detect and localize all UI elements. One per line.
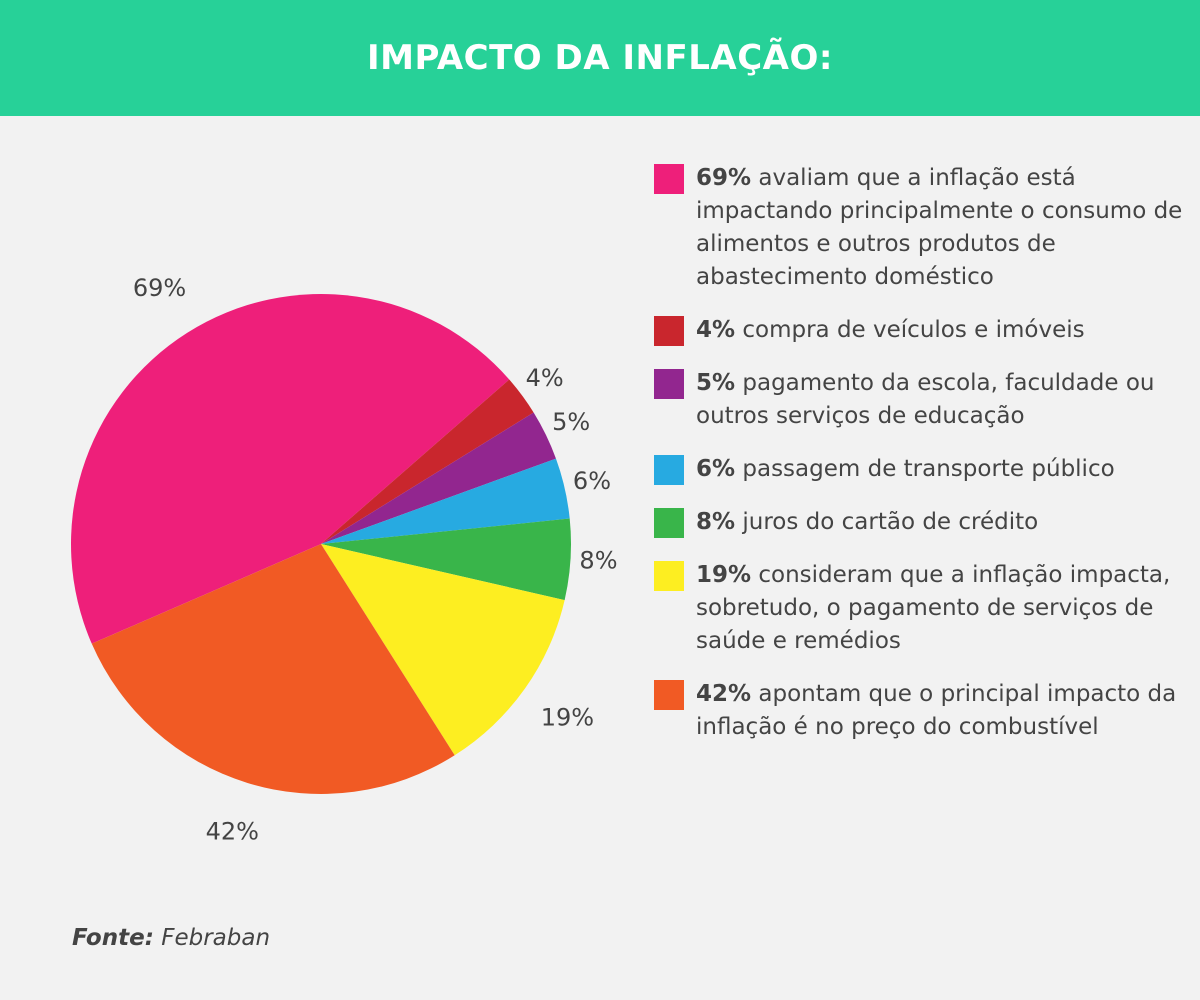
- legend-desc: passagem de transporte público: [735, 456, 1115, 482]
- legend-desc: pagamento da escola, faculdade ou outros…: [696, 370, 1155, 429]
- legend-swatch: [654, 680, 684, 710]
- pie-slice-3: [321, 458, 570, 544]
- legend-swatch: [654, 164, 684, 194]
- legend-item-6: 42% apontam que o principal impacto da i…: [654, 678, 1184, 744]
- legend-desc: avaliam que a inflação está impactando p…: [696, 165, 1183, 290]
- legend-text: 19% consideram que a inflação impacta, s…: [696, 559, 1184, 658]
- legend-value: 4%: [696, 317, 736, 343]
- legend-value: 6%: [696, 456, 736, 482]
- pie-slice-2: [321, 412, 556, 544]
- legend-value: 19%: [696, 562, 752, 588]
- legend-swatch: [654, 316, 684, 346]
- legend-item-3: 6% passagem de transporte público: [654, 453, 1184, 486]
- legend-value: 8%: [696, 509, 736, 535]
- legend-text: 69% avaliam que a inflação está impactan…: [696, 162, 1184, 294]
- legend-text: 4% compra de veículos e imóveis: [696, 314, 1085, 347]
- pie-slice-1: [321, 379, 534, 544]
- legend-item-4: 8% juros do cartão de crédito: [654, 506, 1184, 539]
- legend-item-0: 69% avaliam que a inflação está impactan…: [654, 162, 1184, 294]
- legend-text: 5% pagamento da escola, faculdade ou out…: [696, 367, 1184, 433]
- pie-label-0: 69%: [133, 274, 186, 302]
- legend-desc: consideram que a inflação impacta, sobre…: [696, 562, 1171, 654]
- pie-label-2: 5%: [552, 408, 590, 436]
- legend-desc: apontam que o principal impacto da infla…: [696, 681, 1177, 740]
- pie-slice-6: [91, 544, 455, 794]
- source-value: Febraban: [153, 925, 271, 951]
- legend-text: 42% apontam que o principal impacto da i…: [696, 678, 1184, 744]
- source-note: Fonte: Febraban: [72, 925, 270, 951]
- legend-swatch: [654, 369, 684, 399]
- pie-slice-5: [321, 544, 565, 756]
- legend-item-1: 4% compra de veículos e imóveis: [654, 314, 1184, 347]
- legend-item-2: 5% pagamento da escola, faculdade ou out…: [654, 367, 1184, 433]
- legend-value: 69%: [696, 165, 752, 191]
- legend-swatch: [654, 561, 684, 591]
- pie-chart: 69% 4% 5% 6% 8% 19% 42%: [71, 274, 618, 846]
- legend-text: 6% passagem de transporte público: [696, 453, 1115, 486]
- pie-slice-4: [321, 518, 571, 601]
- pie-label-3: 6%: [573, 467, 611, 495]
- legend-swatch: [654, 455, 684, 485]
- pie-label-6: 42%: [206, 818, 259, 846]
- legend-value: 5%: [696, 370, 736, 396]
- pie-label-1: 4%: [526, 364, 564, 392]
- header-bar: IMPACTO DA INFLAÇÃO:: [0, 0, 1200, 116]
- page-title: IMPACTO DA INFLAÇÃO:: [367, 38, 833, 78]
- pie-slice-0: [71, 293, 510, 644]
- legend-desc: juros do cartão de crédito: [735, 509, 1039, 535]
- legend-item-5: 19% consideram que a inflação impacta, s…: [654, 559, 1184, 658]
- legend-desc: compra de veículos e imóveis: [735, 317, 1085, 343]
- pie-label-4: 8%: [579, 546, 617, 574]
- legend-value: 42%: [696, 681, 752, 707]
- legend: 69% avaliam que a inflação está impactan…: [654, 162, 1184, 744]
- legend-text: 8% juros do cartão de crédito: [696, 506, 1038, 539]
- legend-swatch: [654, 508, 684, 538]
- source-label: Fonte:: [72, 925, 154, 951]
- pie-label-5: 19%: [541, 704, 594, 732]
